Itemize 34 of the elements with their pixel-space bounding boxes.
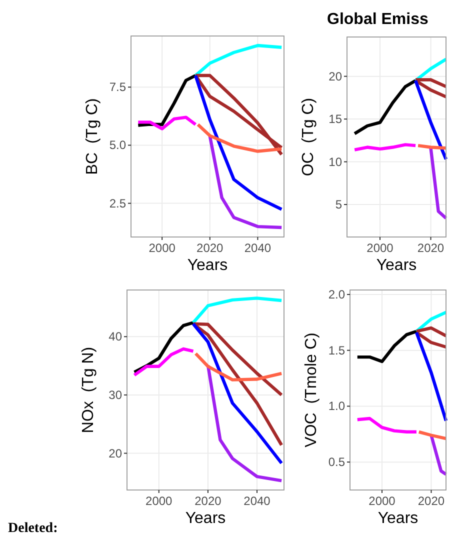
x-axis-title: Years xyxy=(187,257,228,274)
x-tick-label: 2040 xyxy=(244,241,272,255)
x-tick-label: 2040 xyxy=(244,494,271,508)
y-tick-label: 7.5 xyxy=(109,80,126,94)
y-axis-title: OC (Tg C) xyxy=(300,98,317,176)
y-tick-label: 5.0 xyxy=(109,138,126,152)
x-tick-label: 2000 xyxy=(366,241,394,255)
text: Deleted: xyxy=(8,521,58,536)
x-tick-label: 2000 xyxy=(146,494,173,508)
chart-title: Global Emiss xyxy=(327,11,428,28)
y-tick-label: 1.0 xyxy=(328,399,346,414)
x-tick-label: 2020 xyxy=(418,494,445,508)
y-tick-label: 1.5 xyxy=(328,343,346,358)
y-tick-label: 0.5 xyxy=(328,455,346,470)
y-tick-label: 20 xyxy=(108,446,122,460)
x-axis-title: Years xyxy=(378,510,418,527)
y-tick-label: 5 xyxy=(335,198,342,212)
x-tick-label: 2000 xyxy=(368,494,396,508)
x-axis-title: Years xyxy=(376,257,417,274)
y-axis-title: VOC (Tmole C) xyxy=(303,332,320,448)
x-axis-title: Years xyxy=(185,510,226,527)
x-tick-label: 2020 xyxy=(417,241,444,255)
y-axis-title: BC (Tg C) xyxy=(84,98,101,175)
y-tick-label: 2.0 xyxy=(328,287,346,302)
y-tick-label: 10 xyxy=(328,154,342,169)
x-tick-label: 2000 xyxy=(148,241,176,255)
x-tick-label: 2020 xyxy=(194,494,222,508)
y-tick-label: 2.5 xyxy=(109,196,126,210)
x-tick-label: 2020 xyxy=(196,241,224,255)
y-tick-label: 40 xyxy=(108,330,122,344)
y-tick-label: 20 xyxy=(328,69,342,84)
y-tick-label: 15 xyxy=(328,112,342,126)
y-tick-label: 30 xyxy=(108,388,122,402)
y-axis-title: NOx (Tg N) xyxy=(80,346,97,434)
